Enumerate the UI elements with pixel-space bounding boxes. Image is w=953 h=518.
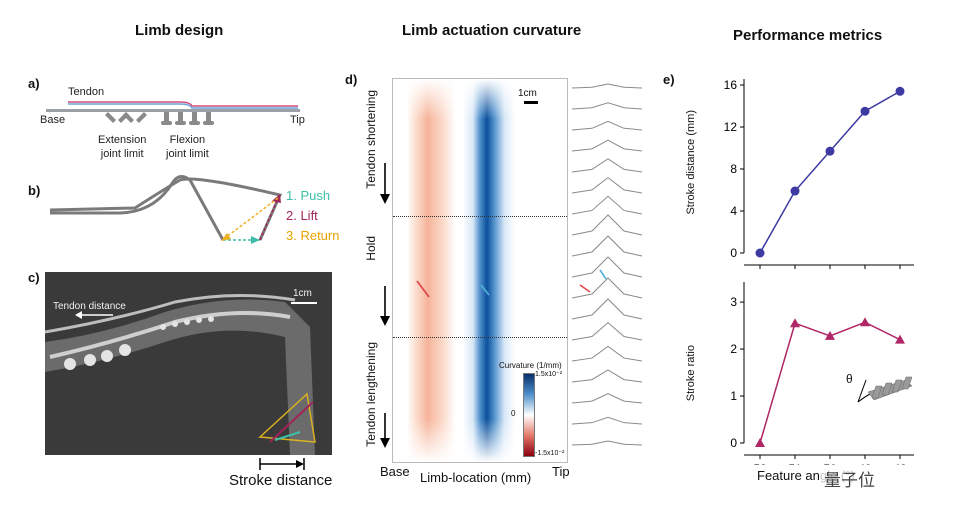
limb-shape-trace <box>572 416 643 425</box>
header-curvature: Limb actuation curvature <box>402 22 582 39</box>
hold-label: Hold <box>364 236 378 261</box>
limb-shape-sequence <box>572 83 643 446</box>
limb-shape-trace <box>572 393 643 404</box>
xray-image: Tendon distance 1cm <box>45 272 332 455</box>
scale-label-d: 1cm <box>518 88 537 99</box>
panel-label-c: c) <box>28 270 40 285</box>
top-ytick-label: 0 <box>730 246 737 260</box>
gait-trajectory-diagram <box>49 175 283 244</box>
bottom-ytick-label: 3 <box>730 295 737 309</box>
limb-shape-trace <box>572 369 643 383</box>
top-ytick-label: 12 <box>724 120 738 134</box>
push-label: 1. Push <box>286 188 331 203</box>
limb-shape-trace <box>572 214 643 236</box>
limb-shape-trace <box>572 440 643 446</box>
hold-end-line <box>393 337 567 338</box>
colorbar-title: Curvature (1/mm) <box>499 361 562 370</box>
stroke-distance-ylabel: Stroke distance (mm) <box>685 110 697 215</box>
phase-arrows <box>380 163 390 448</box>
limb-shape-trace <box>572 195 643 215</box>
colorbar-max: 1.5x10⁻² <box>535 371 563 378</box>
top-data-point <box>790 186 800 196</box>
tendon-distance-arrow <box>75 311 113 319</box>
limb-shape-trace <box>572 235 643 257</box>
limb-shape-trace <box>572 139 643 152</box>
limb-shape-trace <box>572 256 643 278</box>
scale-label-c: 1cm <box>293 288 312 299</box>
tendon-distance-label: Tendon distance <box>53 301 126 312</box>
scale-bar-c <box>291 302 317 304</box>
panel-label-b: b) <box>28 183 41 198</box>
colorbar-min: -1.5x10⁻² <box>535 450 565 457</box>
xtick-label: 49 <box>858 462 872 465</box>
top-data-point <box>825 146 835 156</box>
tip-label-a: Tip <box>290 114 305 126</box>
theta-symbol: θ <box>846 372 853 386</box>
location-markers <box>416 280 490 298</box>
top-data-point <box>895 86 905 96</box>
colorbar-mid: 0 <box>511 409 516 418</box>
feature-angle-inset <box>857 376 913 403</box>
limb-shape-trace <box>572 120 643 131</box>
tendon-shortening-label: Tendon shortening <box>364 90 378 189</box>
bottom-ytick-label: 0 <box>730 436 737 450</box>
top-data-point <box>755 248 765 258</box>
scale-bar-d <box>524 101 538 104</box>
bottom-data-point <box>895 334 905 344</box>
panel-label-e: e) <box>663 72 675 87</box>
top-ytick-label: 8 <box>730 162 737 176</box>
base-label-d: Base <box>380 464 410 479</box>
limb-shape-trace <box>572 158 643 173</box>
limb-shape-trace <box>572 345 643 362</box>
stroke-distance-label: Stroke distance <box>229 472 333 489</box>
bottom-data-point <box>790 318 800 328</box>
panel-label-d: d) <box>345 72 358 87</box>
top-ytick-label: 4 <box>730 204 737 218</box>
limb-shape-trace <box>572 83 643 89</box>
limb-shape-trace <box>572 298 643 320</box>
extension-limit-label: Extension joint limit <box>98 134 147 160</box>
return-label: 3. Return <box>286 228 340 243</box>
limb-shape-trace <box>572 176 643 194</box>
base-label-a: Base <box>40 114 66 126</box>
flexion-limit-label: Flexion joint limit <box>166 134 209 160</box>
top-ytick-label: 16 <box>724 78 738 92</box>
bottom-ytick-label: 2 <box>730 342 737 356</box>
header-limb-design: Limb design <box>135 22 224 39</box>
limb-shape-trace <box>572 322 643 341</box>
xtick-label: 51 <box>788 462 802 465</box>
limb-location-xlabel: Limb-location (mm) <box>420 470 532 485</box>
tip-label-d: Tip <box>552 464 570 479</box>
tendon-lengthening-label: Tendon lengthening <box>364 342 378 447</box>
xtick-label: 48 <box>893 462 907 465</box>
bottom-ytick-label: 1 <box>730 389 737 403</box>
header-performance: Performance metrics <box>733 27 883 44</box>
stroke-ratio-ylabel: Stroke ratio <box>685 345 697 402</box>
panel-label-a: a) <box>28 76 40 91</box>
limb-schematic <box>46 101 300 125</box>
top-series-line <box>759 90 901 254</box>
tendon-label: Tendon <box>68 86 105 98</box>
hold-start-line <box>393 216 567 217</box>
limb-shape-trace <box>572 102 643 110</box>
colorbar <box>523 373 535 457</box>
top-data-point <box>860 106 870 116</box>
bottom-data-point <box>755 438 765 447</box>
xtick-label: 50 <box>823 462 837 465</box>
lift-label: 2. Lift <box>286 208 318 223</box>
bottom-data-point <box>825 330 835 340</box>
bottom-data-point <box>860 317 870 327</box>
stroke-distance-bracket <box>259 458 305 470</box>
curvature-heatmap: 1cm Curvature (1/mm) 1.5x10⁻² 0 -1.5x10⁻… <box>392 78 568 463</box>
xtick-label: 52 <box>753 462 767 465</box>
limb-shape-trace <box>572 277 643 299</box>
watermark: 量子位 <box>820 466 879 491</box>
